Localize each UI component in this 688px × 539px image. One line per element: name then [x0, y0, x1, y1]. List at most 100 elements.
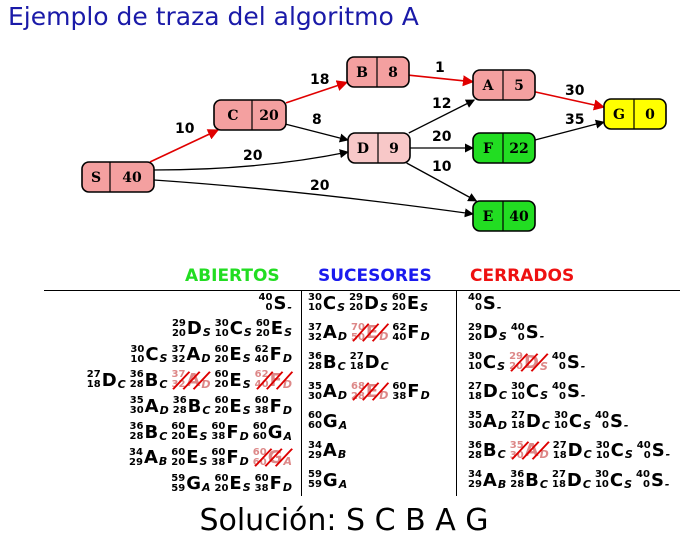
- trace-node: 34 29 A B: [308, 439, 347, 461]
- node-s: S 40: [81, 161, 155, 193]
- trace-row: 35 30 A D 27 18 D C 30 10 C S 40 0 S -: [468, 410, 633, 438]
- trace-node: 40 0 S -: [636, 469, 670, 491]
- trace-row: 36 28 B C 27 18 D C: [308, 351, 393, 379]
- trace-node: 27 18 D C: [86, 369, 126, 391]
- trace-node: 60 38 F D: [254, 395, 292, 417]
- edge-f-g: [534, 119, 605, 141]
- node-f: F 22: [472, 132, 536, 164]
- node-label: C: [227, 108, 238, 124]
- trace-node: 37 32 A D: [171, 369, 212, 391]
- trace-row: 34 29 A B 36 28 B C 27 18 D C 30 10 C S 40 0 S -: [468, 469, 673, 497]
- trace-node: 60 20 E S: [255, 317, 292, 340]
- edge-s-d: [153, 149, 349, 171]
- trace-node: 36 28 B C: [510, 469, 548, 491]
- trace-node: 60 20 E S: [391, 292, 429, 314]
- edge-weight-s-d: 20: [243, 148, 263, 164]
- table-divider: [44, 290, 680, 291]
- trace-node: 60 38 F D: [211, 421, 249, 443]
- edge-weight-c-d: 8: [312, 112, 322, 128]
- trace-node: 60 20 E S: [171, 421, 208, 443]
- trace-node: 30 10 C S: [468, 351, 506, 373]
- trace-node: 37 32 A D: [308, 321, 347, 343]
- trace-node: 27 18 D C: [552, 439, 592, 461]
- trace-node: 30 10 C S: [553, 410, 592, 432]
- trace-node: 35 30 A D: [129, 395, 169, 417]
- trace-node: 60 20 E S: [214, 343, 251, 366]
- trace-row: 30 10 C S 29 20 D S 60 20 E S: [308, 292, 432, 320]
- edge-weight-s-e: 20: [310, 178, 330, 194]
- trace-node: 40 0 S -: [636, 439, 671, 461]
- column-divider: [301, 291, 302, 496]
- trace-node: 59 59 G A: [308, 469, 348, 491]
- edge-s-e: [153, 179, 474, 218]
- edge-c-d: [285, 123, 349, 143]
- trace-node: 60 20 E S: [214, 395, 251, 417]
- trace-node: 35 30 A D: [509, 439, 550, 461]
- trace-row: 29 20 D S 30 10 C S 60 20 E S: [172, 318, 296, 346]
- trace-node: 35 30 A D: [308, 380, 347, 402]
- node-heuristic: 40: [122, 170, 142, 186]
- node-label: A: [482, 78, 495, 94]
- trace-node: 40 0 S -: [552, 380, 586, 402]
- trace-node: 29 20 D S: [171, 317, 211, 340]
- node-label: F: [483, 141, 493, 157]
- trace-node: 29 20 D S: [349, 292, 388, 314]
- trace-row: 30 10 C S 37 32 A D 60 20 E S 62 40 F D: [130, 344, 296, 372]
- trace-node: 60 20 E S: [214, 369, 251, 391]
- edge-d-e: [406, 162, 478, 202]
- trace-node: 68 28 E D: [351, 380, 390, 402]
- trace-node: 60 60 G A: [252, 446, 293, 469]
- trace-node: 29 20 D S: [468, 321, 507, 343]
- trace-node: 30 10 C S: [130, 343, 168, 366]
- abiertos-header: ABIERTOS: [185, 266, 280, 286]
- trace-node: 60 38 F D: [254, 472, 292, 495]
- trace-row: 40 0 S -: [468, 292, 505, 320]
- trace-row: 30 10 C S 29 20 D S 40 0 S -: [468, 351, 589, 379]
- edge-weight-c-b: 18: [310, 72, 329, 88]
- trace-node: 36 28 B C: [129, 369, 168, 391]
- node-heuristic: 22: [509, 141, 528, 157]
- trace-node: 60 60 G A: [308, 410, 348, 432]
- trace-node: 30 10 C S: [595, 439, 633, 461]
- edge-s-c: [149, 129, 220, 163]
- node-c: C 20: [213, 99, 287, 131]
- edge-a-g: [534, 91, 606, 111]
- edge-weight-d-a: 12: [432, 96, 451, 112]
- trace-node: 27 18 D C: [468, 380, 507, 402]
- edge-c-b: [285, 80, 349, 104]
- edge-weight-b-a: 1: [435, 60, 445, 76]
- trace-node: 34 29 A B: [129, 446, 168, 469]
- edge-weight-a-g: 30: [565, 83, 585, 99]
- trace-row: 59 59 G A: [308, 469, 351, 497]
- trace-node: 36 28 B C: [308, 351, 346, 373]
- node-e: E 40: [472, 200, 536, 232]
- node-label: E: [483, 209, 494, 225]
- trace-node: 27 18 D C: [349, 351, 389, 373]
- trace-node: 60 20 E S: [214, 472, 251, 495]
- trace-node: 27 18 D C: [511, 410, 550, 432]
- trace-row: 29 20 D S 40 0 S -: [468, 322, 548, 350]
- node-label: D: [357, 141, 369, 157]
- cerrados-header: CERRADOS: [470, 266, 575, 286]
- edge-d-a: [408, 99, 476, 134]
- edge-weight-d-e: 10: [432, 159, 452, 175]
- trace-node: 62 40 F D: [254, 343, 292, 366]
- trace-node: 36 28 B C: [468, 439, 506, 461]
- trace-node: 40 0 S -: [258, 292, 292, 314]
- trace-row: 36 28 B C 60 20 E S 60 38 F D 60 60 G A: [130, 421, 296, 449]
- trace-row: 34 29 A B 60 20 E S 60 38 F D 60 60 G A: [129, 447, 296, 475]
- trace-row: 36 28 B C 35 30 A D 27 18 D C 30 10 C S 40 0 S -: [468, 440, 674, 468]
- trace-node: 60 60 G A: [252, 421, 292, 443]
- node-heuristic: 8: [388, 65, 398, 81]
- trace-node: 30 10 C S: [214, 317, 252, 340]
- node-heuristic: 40: [509, 209, 529, 225]
- trace-row: 27 18 D C 30 10 C S 40 0 S -: [468, 381, 590, 409]
- trace-row: 37 32 A D 70 50 E D 62 40 F D: [308, 322, 434, 350]
- trace-node: 62 40 F D: [254, 369, 293, 391]
- trace-row: 60 60 G A: [308, 410, 351, 438]
